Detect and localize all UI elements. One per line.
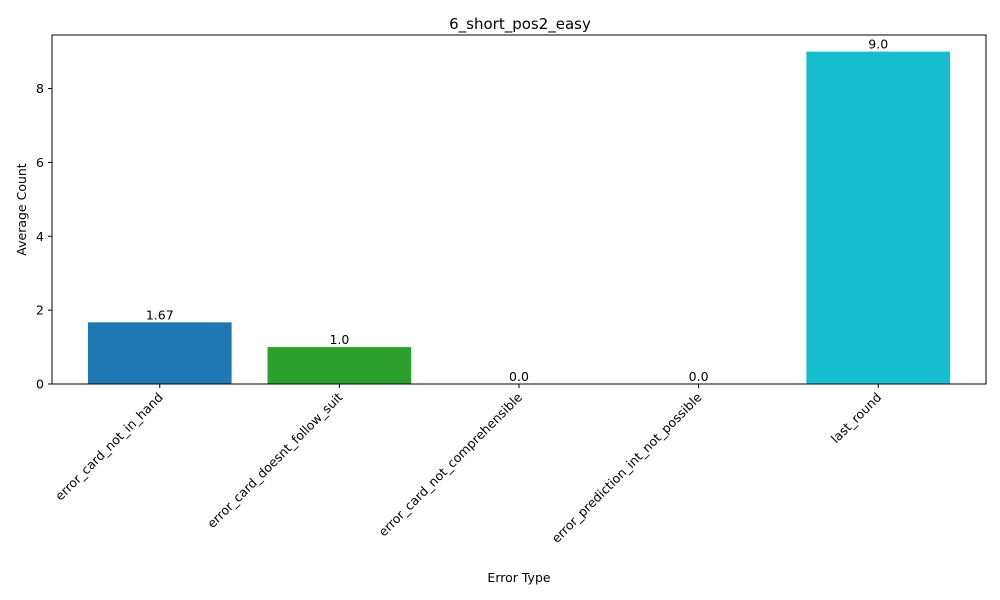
- x-tick-label: error_card_not_comprehensible: [375, 389, 525, 539]
- chart-title: 6_short_pos2_easy: [449, 15, 591, 34]
- bar-value-label: 9.0: [868, 37, 888, 52]
- bar-value-label: 1.0: [329, 332, 349, 347]
- bar-error_card_not_in_hand: [87, 322, 232, 384]
- y-tick-label: 4: [36, 229, 44, 244]
- x-tick-label: last_round: [828, 390, 885, 447]
- y-axis-label: Average Count: [14, 163, 29, 256]
- bar-last_round: [806, 51, 951, 384]
- x-tick-label: error_card_doesnt_follow_suit: [204, 389, 345, 530]
- y-axis: 0 2 4 6 8: [36, 81, 52, 392]
- bar-value-label: 1.67: [146, 307, 174, 322]
- y-tick-label: 8: [36, 81, 44, 96]
- x-axis-label: Error Type: [487, 570, 550, 585]
- x-axis: error_card_not_in_hand error_card_doesnt_…: [52, 384, 884, 546]
- y-tick-label: 2: [36, 303, 44, 318]
- x-tick-label: error_card_not_in_hand: [52, 390, 166, 504]
- bar-value-label: 0.0: [689, 369, 709, 384]
- bar-value-label: 0.0: [509, 369, 529, 384]
- y-tick-label: 6: [36, 155, 44, 170]
- plot-area: 1.67 1.0 0.0 0.0 9.0: [87, 37, 951, 384]
- y-tick-label: 0: [36, 377, 44, 392]
- bar-error_card_doesnt_follow_suit: [267, 347, 412, 384]
- x-tick-label: error_prediction_int_not_possible: [549, 389, 705, 545]
